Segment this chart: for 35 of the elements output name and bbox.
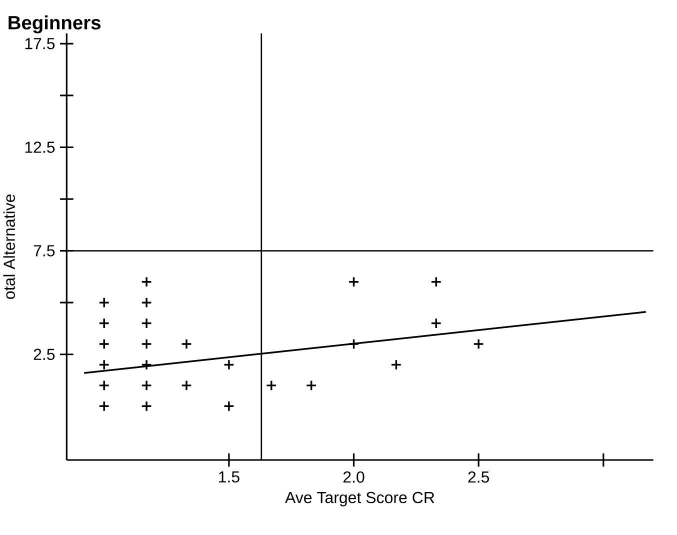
x-axis-title: Ave Target Score CR [285, 492, 434, 506]
point [430, 276, 442, 288]
y-tick-label: 2.5 [34, 348, 55, 360]
x-tick-label: 1.5 [219, 471, 240, 483]
point [180, 338, 192, 350]
point [390, 359, 402, 370]
point [141, 276, 152, 288]
point [430, 318, 442, 329]
point [98, 359, 110, 370]
point [98, 400, 110, 412]
point [141, 400, 152, 412]
point [473, 338, 484, 350]
point [223, 359, 234, 370]
y-tick-label: 17.5 [25, 38, 55, 50]
chart-title: Beginners [8, 15, 100, 34]
point [141, 380, 152, 391]
point [98, 297, 110, 308]
point [141, 359, 152, 370]
point [223, 400, 234, 412]
point [306, 380, 317, 391]
x-tick-label: 2.5 [468, 471, 490, 483]
point [266, 380, 277, 391]
point [180, 380, 192, 391]
x-tick-label: 2.0 [343, 471, 364, 483]
y-axis-title: otal Alternative [3, 194, 15, 299]
point [98, 338, 110, 350]
point [141, 318, 152, 329]
point [98, 318, 110, 329]
point [348, 276, 360, 288]
point [141, 338, 152, 350]
y-tick-label: 12.5 [25, 142, 55, 153]
point [348, 338, 360, 350]
point [141, 297, 152, 308]
point [98, 380, 110, 391]
y-tick-label: 7.5 [34, 245, 55, 256]
